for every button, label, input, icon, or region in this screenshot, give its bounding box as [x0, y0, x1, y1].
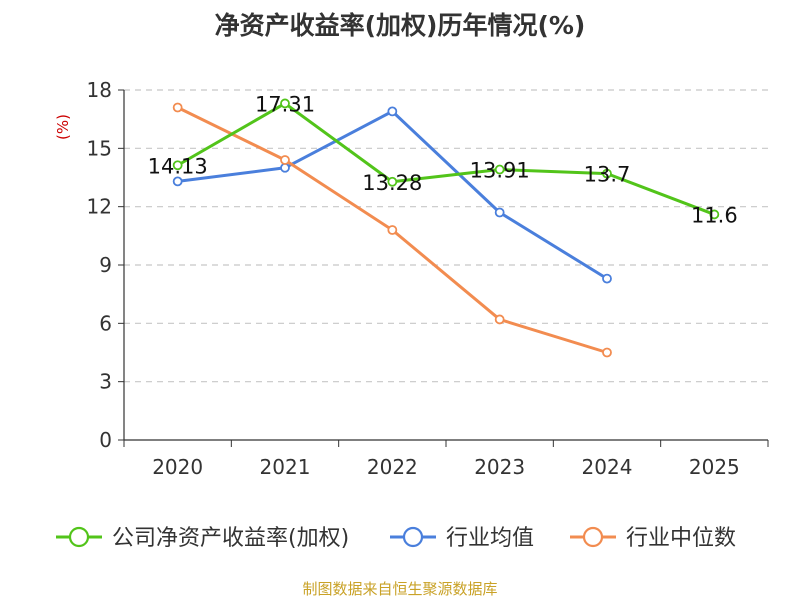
x-tick-label: 2024 — [582, 455, 633, 479]
gridlines — [124, 89, 768, 383]
data-label: 13.28 — [362, 171, 422, 195]
data-point-1 — [494, 207, 505, 218]
data-point-0 — [280, 98, 290, 109]
series-line-1 — [177, 109, 608, 280]
y-tick-label: 0 — [99, 428, 112, 452]
x-tick-label: 2022 — [367, 455, 418, 479]
y-tick-label: 6 — [99, 311, 112, 335]
data-label: 13.7 — [584, 163, 631, 187]
legend: 公司净资产收益率(加权) 行业均值 行业中位数 — [56, 526, 736, 551]
y-axis-ticks: 0 3 6 9 12 15 18 — [87, 78, 124, 452]
data-label: 17.31 — [255, 92, 315, 116]
legend-label: 行业均值 — [446, 526, 534, 551]
x-tick-label: 2023 — [474, 455, 525, 479]
data-point-1 — [387, 106, 398, 117]
data-point-1 — [602, 273, 612, 284]
data-point-2 — [172, 102, 183, 113]
x-axis-ticks: 2020 2021 2022 2023 2024 2025 — [123, 440, 769, 479]
legend-label: 行业中位数 — [626, 526, 736, 551]
y-tick-label: 15 — [87, 136, 112, 160]
legend-marker — [68, 526, 90, 548]
data-point-2 — [280, 155, 290, 165]
data-point-0 — [387, 176, 398, 187]
legend-marker — [582, 526, 604, 548]
y-axis-label: (%) — [54, 114, 72, 140]
data-point-0 — [602, 168, 612, 179]
chart-title: 净资产收益率(加权)历年情况(%) — [214, 11, 586, 40]
data-point-2 — [494, 314, 505, 325]
data-label: 11.6 — [691, 203, 738, 227]
data-label: 14.13 — [148, 154, 208, 178]
x-tick-label: 2021 — [260, 455, 311, 479]
y-tick-label: 18 — [87, 78, 112, 102]
x-tick-label: 2020 — [152, 455, 203, 479]
data-point-0 — [709, 209, 720, 220]
y-tick-label: 3 — [99, 370, 112, 394]
data-point-2 — [602, 347, 612, 358]
series-lines — [172, 98, 720, 358]
data-point-0 — [172, 160, 183, 171]
series-line-0 — [176, 101, 715, 216]
legend-marker — [402, 526, 424, 548]
data-point-0 — [494, 164, 505, 175]
x-tick-label: 2025 — [689, 455, 740, 479]
source-note: 制图数据来自恒生聚源数据库 — [302, 580, 498, 598]
y-tick-label: 9 — [99, 253, 112, 277]
y-tick-label: 12 — [87, 195, 112, 219]
data-label: 13.91 — [470, 159, 530, 183]
data-labels: 14.13 17.31 13.28 13.91 13.7 11.6 — [148, 92, 738, 227]
data-point-1 — [172, 176, 183, 187]
data-point-2 — [387, 225, 398, 235]
legend-label: 公司净资产收益率(加权) — [112, 526, 349, 551]
data-point-1 — [280, 162, 290, 173]
